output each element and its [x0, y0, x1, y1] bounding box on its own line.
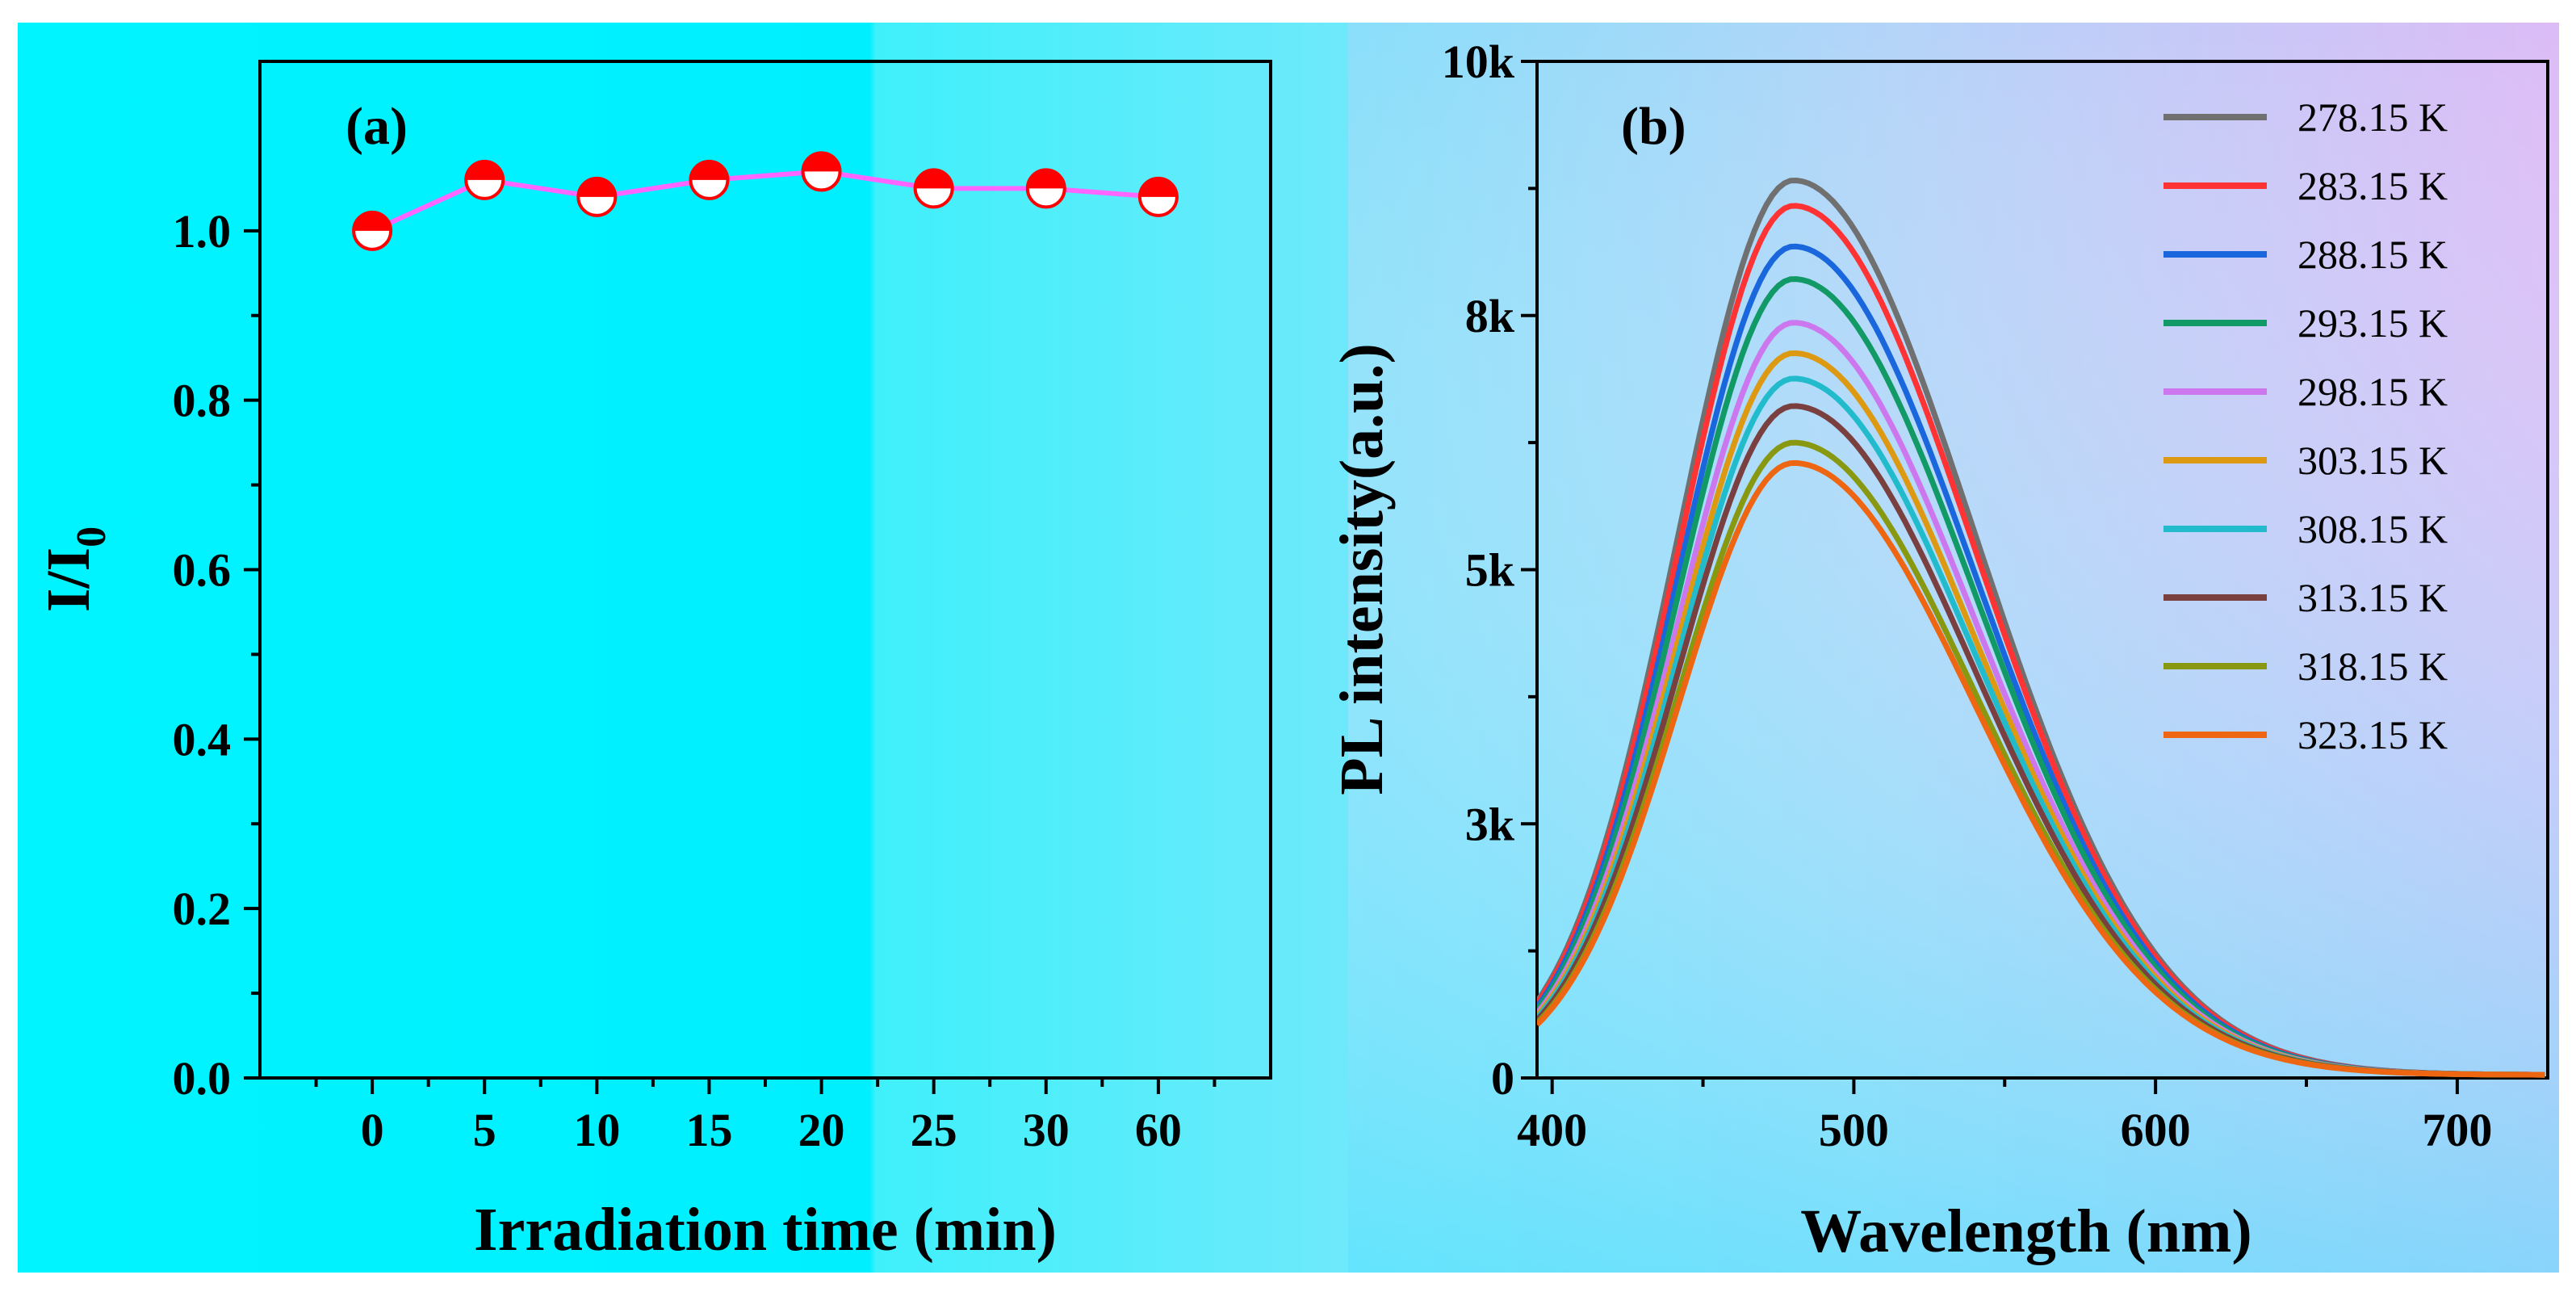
panel-a-x-title: Irradiation time (min)	[474, 1196, 1057, 1264]
panel-a-x-axis: 0 5 10 15 20 25 30 60	[314, 1078, 1217, 1156]
panel-a-label: (a)	[346, 97, 408, 156]
panel-b-legend: 278.15 K 283.15 K 288.15 K 293.15 K 298.15 K…	[2163, 94, 2448, 757]
panel-b-legend-label: 303.15 K	[2297, 438, 2448, 483]
panel-a-data-point	[464, 159, 505, 200]
panel-b-x-tick-label: 500	[1819, 1104, 1889, 1156]
panel-b-legend-item: 283.15 K	[2163, 163, 2448, 208]
panel-a-y-tick-label: 1.0	[173, 205, 232, 258]
panel-a-data-point	[576, 176, 618, 217]
panel-a-x-tick-label: 25	[911, 1104, 957, 1156]
panel-a-y-title-main: I/I	[35, 547, 103, 612]
panel-b-legend-item: 308.15 K	[2163, 506, 2448, 551]
panel-a-data-point	[801, 151, 842, 192]
panel-a-y-axis: 0.0 0.2 0.4 0.6 0.8 1.0	[173, 205, 260, 1105]
panel-b-legend-item: 298.15 K	[2163, 369, 2448, 414]
panel-b-y-axis: 0 3k 5k 8k 10k	[1442, 36, 1537, 1105]
panel-b-legend-item: 318.15 K	[2163, 644, 2448, 689]
panel-a-markers	[352, 151, 1179, 251]
panel-b-legend-label: 308.15 K	[2297, 506, 2448, 551]
panel-a-x-tick-label: 60	[1135, 1104, 1182, 1156]
panel-b-legend-label: 293.15 K	[2297, 300, 2448, 346]
panel-b-legend-item: 303.15 K	[2163, 438, 2448, 483]
panel-a-y-tick-label: 0.8	[173, 375, 232, 427]
panel-a-y-title: I/I0	[35, 526, 115, 612]
panel-b-legend-item: 278.15 K	[2163, 94, 2448, 140]
panel-b-label: (b)	[1621, 97, 1686, 156]
panel-a-y-tick-label: 0.6	[173, 544, 232, 597]
panel-b-y-tick-label: 10k	[1442, 36, 1515, 88]
background-left	[18, 23, 1348, 1273]
panel-b-x-tick-label: 400	[1517, 1104, 1587, 1156]
panel-a-y-tick-label: 0.0	[173, 1052, 232, 1105]
panel-a-data-point	[352, 210, 393, 251]
panel-b-legend-label: 318.15 K	[2297, 644, 2448, 689]
panel-b-legend-item: 323.15 K	[2163, 712, 2448, 757]
panel-b-y-tick-label: 5k	[1465, 544, 1515, 597]
panel-b-legend-label: 278.15 K	[2297, 94, 2448, 140]
panel-b-y-title: PL intensity(a.u.)	[1328, 343, 1396, 795]
panel-b-curves	[1537, 178, 2545, 1078]
panel-a-x-tick-label: 20	[798, 1104, 845, 1156]
panel-a-data-point	[1025, 168, 1066, 209]
panel-b-y-tick-label: 8k	[1465, 290, 1515, 342]
panel-a-y-tick-label: 0.2	[173, 883, 232, 935]
panel-a-y-title-subscript: 0	[69, 526, 115, 547]
panel-b-legend-label: 323.15 K	[2297, 712, 2448, 757]
panel-b-y-tick-label: 0	[1491, 1052, 1514, 1105]
panel-b-x-axis: 400 500 600 700	[1517, 1078, 2492, 1156]
panel-a-x-tick-label: 0	[361, 1104, 384, 1156]
panel-a: 0.0 0.2 0.4 0.6 0.8 1.0 0 5 10 15 20 25 30 60 (a) Ir…	[35, 60, 1272, 1264]
panel-b-legend-item: 313.15 K	[2163, 575, 2448, 620]
panel-b-legend-label: 313.15 K	[2297, 575, 2448, 620]
panel-a-x-tick-label: 30	[1023, 1104, 1070, 1156]
panel-b-legend-label: 283.15 K	[2297, 163, 2448, 208]
panel-a-data-point	[1137, 176, 1179, 217]
panel-b-x-tick-label: 600	[2121, 1104, 2191, 1156]
panel-a-data-point	[689, 159, 730, 200]
panel-a-x-tick-label: 10	[573, 1104, 620, 1156]
panel-a-x-tick-label: 5	[473, 1104, 496, 1156]
panel-b-x-title: Wavelength (nm)	[1800, 1197, 2251, 1265]
panel-b-legend-label: 288.15 K	[2297, 232, 2448, 277]
panel-a-x-tick-label: 15	[685, 1104, 732, 1156]
panel-b: 0 3k 5k 8k 10k 400 500 600 700 278.15 K 283.15 K…	[1328, 36, 2549, 1265]
panel-b-legend-item: 288.15 K	[2163, 232, 2448, 277]
panel-b-x-tick-label: 700	[2422, 1104, 2492, 1156]
panel-b-legend-item: 293.15 K	[2163, 300, 2448, 346]
panel-a-y-tick-label: 0.4	[173, 713, 232, 765]
panel-b-series-curve	[1537, 459, 2545, 1078]
panel-b-legend-label: 298.15 K	[2297, 369, 2448, 414]
panel-b-y-tick-label: 3k	[1465, 798, 1515, 850]
panel-a-data-point	[913, 168, 954, 209]
